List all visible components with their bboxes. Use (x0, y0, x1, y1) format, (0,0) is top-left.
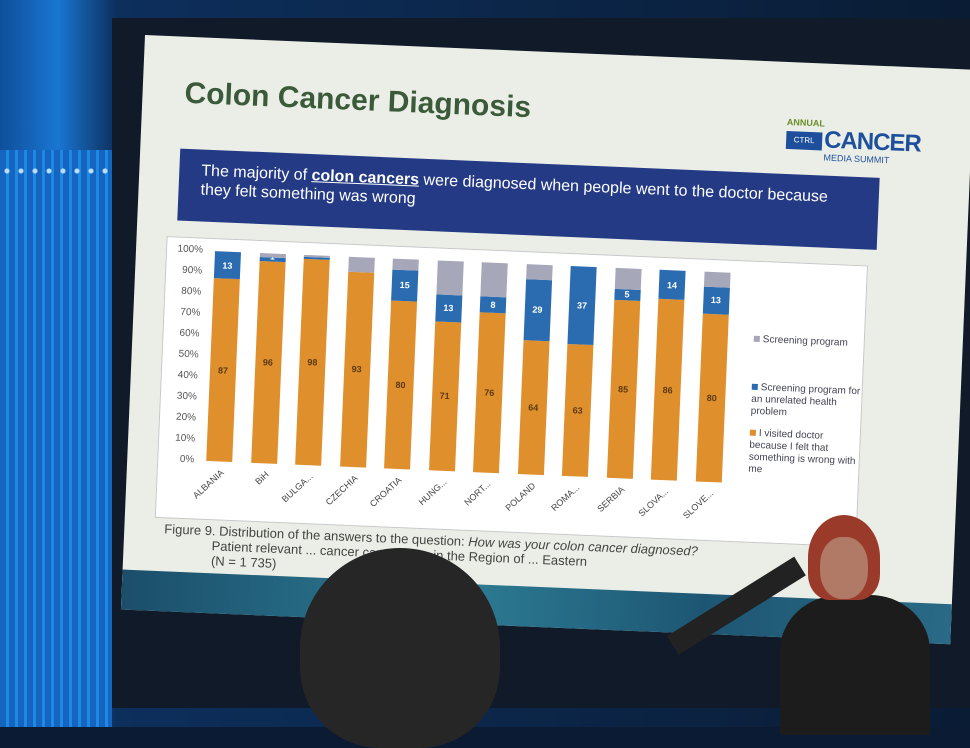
data-label: 80 (395, 379, 406, 391)
slide-title: Colon Cancer Diagnosis (183, 76, 532, 125)
data-label: 13 (443, 302, 454, 314)
legend-label: Screening program for an unrelated healt… (750, 382, 861, 419)
logo-annual: ANNUAL (786, 116, 826, 129)
y-tick-label: 80% (181, 285, 202, 298)
bar-slove: 80 13 (695, 271, 731, 483)
legend-swatch (749, 429, 756, 436)
bar-albania: 87 13 (206, 251, 241, 463)
legend-entry: I visited doctor because I felt that som… (748, 428, 860, 481)
bar-segment (525, 264, 553, 280)
bar-segment (392, 258, 419, 271)
y-tick-label: 50% (178, 348, 199, 361)
bar-poland: 64 29 (517, 264, 553, 476)
key-message-banner: The majority of colon cancers were diagn… (177, 148, 880, 250)
data-label: 86 (662, 384, 673, 396)
y-tick-label: 60% (179, 327, 200, 340)
banner-highlight: colon cancers (311, 167, 420, 189)
stacked-bar-chart: 0% 10% 20% 30% 40% 50% 60% 70% 80% 90% 100% 87 13 ALB… (154, 236, 868, 548)
y-tick-label: 30% (176, 390, 198, 403)
data-label: 76 (484, 387, 495, 399)
banner-text-pre: The majority of (200, 162, 312, 185)
bar-croatia: 80 15 (384, 258, 419, 470)
y-tick-label: 70% (180, 306, 201, 319)
legend-entry: Screening program for an unrelated healt… (751, 382, 862, 423)
bar-hung: 71 13 (428, 260, 464, 472)
audience-head (300, 548, 500, 748)
data-label: 37 (576, 300, 588, 311)
data-label: 96 (262, 357, 274, 368)
data-label: 63 (572, 405, 583, 416)
legend-label: I visited doctor because I felt that som… (748, 428, 856, 476)
data-label: 8 (490, 299, 496, 310)
presenter-body (780, 595, 930, 735)
legend-label: Screening program (762, 334, 848, 349)
data-label: 5 (624, 289, 630, 300)
bar-czechia: 930 (339, 256, 375, 468)
data-label: 13 (222, 260, 233, 271)
bar-segment (347, 256, 375, 273)
logo-media-summit: MEDIA SUMMIT (823, 152, 890, 166)
bar-bulga: 982 (295, 249, 330, 466)
bar-roma: 63 37 (561, 266, 597, 477)
data-label: 98 (307, 357, 318, 368)
data-label: 15 (399, 280, 410, 291)
presenter (666, 515, 930, 735)
data-label: 14 (666, 279, 678, 291)
data-label: 87 (217, 365, 229, 376)
bar-segment (435, 260, 464, 296)
bar-segment (614, 267, 642, 290)
legend-swatch (751, 383, 758, 390)
data-label: 85 (617, 383, 629, 395)
bar-serbia: 85 5 (606, 267, 642, 479)
bar-bih: 961 (250, 252, 286, 464)
y-tick-label: 40% (177, 369, 198, 382)
data-label: 93 (351, 364, 362, 375)
legend-swatch (753, 335, 760, 343)
y-tick-label: 10% (174, 432, 196, 445)
data-label: 71 (439, 391, 450, 402)
y-tick-label: 0% (179, 453, 195, 466)
led-dots (0, 165, 112, 177)
data-label: 64 (528, 402, 539, 413)
presenter-face (820, 537, 868, 599)
bar-nort: 76 8 (472, 262, 508, 474)
data-label: 29 (532, 304, 543, 316)
summit-logo: ANNUAL CTRL CANCER MEDIA SUMMIT (785, 117, 927, 183)
y-tick-label: 100% (177, 243, 204, 256)
logo-ctrl: CTRL (785, 130, 823, 151)
bar-segment (703, 271, 731, 288)
legend-entry: Screening program (753, 334, 864, 351)
bar-slova: 86 14 (650, 269, 686, 481)
data-label: 13 (710, 295, 722, 306)
blue-light-panel (0, 150, 112, 727)
data-label: 80 (706, 392, 717, 404)
y-tick-label: 20% (175, 411, 197, 424)
bar-segment (480, 262, 508, 297)
y-tick-label: 90% (181, 264, 203, 277)
